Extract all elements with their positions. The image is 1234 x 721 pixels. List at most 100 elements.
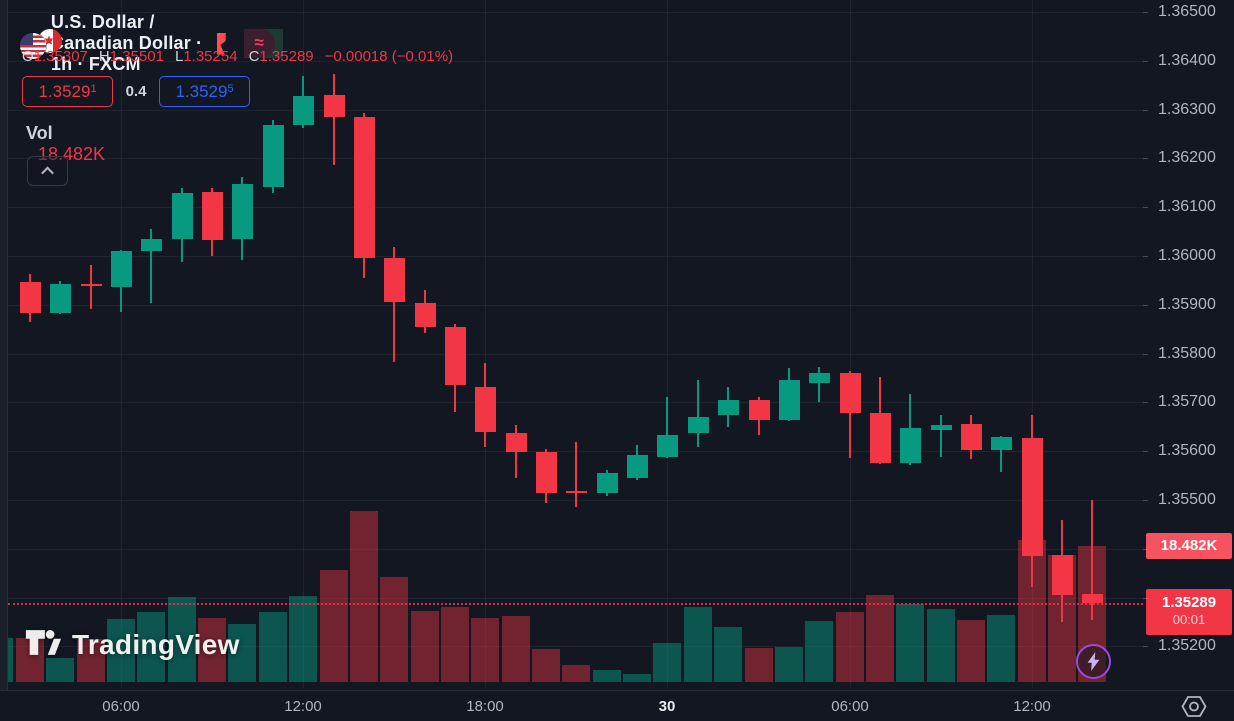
price-axis-label: 1.35200 xyxy=(1158,637,1216,654)
candle-body xyxy=(20,282,41,313)
candle-body xyxy=(991,437,1012,450)
time-gridline xyxy=(303,0,304,688)
volume-bar xyxy=(198,618,226,682)
volume-bar xyxy=(866,595,894,682)
candle-wick xyxy=(697,380,699,447)
instant-trading-button[interactable] xyxy=(1076,644,1111,679)
ask-price-button[interactable]: 1.3529 5 xyxy=(159,76,250,107)
watermark-label: TradingView xyxy=(72,629,240,660)
current-price-dotted-line xyxy=(8,603,1143,605)
price-gridline xyxy=(8,158,1143,159)
price-axis[interactable]: 18.482K 1.35289 00:01 1.36500 1.36400 1.36… xyxy=(1143,0,1234,690)
time-gridline xyxy=(121,0,122,688)
volume-bar xyxy=(623,674,651,682)
delayed-data-indicator[interactable]: ≈ xyxy=(243,29,275,58)
price-gridline xyxy=(8,549,1143,550)
close-value: C1.35289 xyxy=(248,48,314,65)
us-flag-icon xyxy=(20,32,46,59)
candle-body xyxy=(536,452,557,493)
volume-bar xyxy=(653,643,681,682)
price-axis-label: 1.35800 xyxy=(1158,345,1216,362)
price-gridline xyxy=(8,256,1143,257)
price-tick-mark xyxy=(1143,61,1148,62)
volume-bar xyxy=(714,627,742,682)
time-axis-label: 12:00 xyxy=(1013,698,1051,715)
quick-search-hexagon-button[interactable] xyxy=(1180,694,1208,721)
time-axis-label: 18:00 xyxy=(466,698,504,715)
price-tick-mark xyxy=(1143,256,1148,257)
volume-bar xyxy=(77,639,105,682)
candle-body xyxy=(627,455,648,478)
price-gridline xyxy=(8,598,1143,599)
volume-bar xyxy=(168,597,196,682)
collapse-legend-button[interactable] xyxy=(27,156,68,186)
candle-body xyxy=(1082,594,1103,603)
volume-bar xyxy=(411,611,439,682)
volume-bar xyxy=(927,609,955,682)
symbol-title[interactable]: U.S. Dollar / Canadian Dollar · 1h · FXC… xyxy=(50,12,203,74)
candle-body xyxy=(779,380,800,420)
volume-bar xyxy=(805,621,833,682)
price-gridline xyxy=(8,207,1143,208)
usdcad-flags-icon xyxy=(20,28,62,59)
current-price-value: 1.35289 xyxy=(1161,594,1217,611)
price-tick-mark xyxy=(1143,158,1148,159)
candle-body xyxy=(172,193,193,239)
price-axis-label: 1.35700 xyxy=(1158,393,1216,410)
candle-wick xyxy=(393,247,395,362)
price-tick-mark xyxy=(1143,500,1148,501)
price-tick-mark xyxy=(1143,12,1148,13)
candle-wick xyxy=(666,397,668,458)
price-axis-label: 1.36300 xyxy=(1158,101,1216,118)
time-gridline xyxy=(850,0,851,688)
price-axis-label: 1.36000 xyxy=(1158,247,1216,264)
candle-body xyxy=(445,327,466,385)
price-gridline xyxy=(8,354,1143,355)
candle-body xyxy=(870,413,891,463)
market-status-pill[interactable]: ≈ xyxy=(243,29,283,58)
price-axis-label: 1.36100 xyxy=(1158,198,1216,215)
candle-wick xyxy=(333,74,335,165)
candle-body xyxy=(961,424,982,450)
price-gridline xyxy=(8,12,1143,13)
candle-body xyxy=(809,373,830,383)
volume-bar xyxy=(896,604,924,682)
time-gridline xyxy=(485,0,486,688)
candle-wick xyxy=(940,415,942,457)
candle-wick xyxy=(90,265,92,309)
candle-body xyxy=(657,435,678,457)
price-tick-mark xyxy=(1143,207,1148,208)
volume-bar xyxy=(289,596,317,682)
ohlc-values-row: O1.35307 H1.35501 L1.35254 C1.35289 −0.0… xyxy=(22,48,453,65)
price-tick-mark xyxy=(1143,646,1148,647)
candle-wick xyxy=(1091,500,1093,620)
change-value: −0.00018 (−0.01%) xyxy=(324,48,454,65)
tradingview-logo-icon xyxy=(24,628,62,662)
candle-body xyxy=(931,425,952,430)
price-tick-mark xyxy=(1143,110,1148,111)
time-axis-label: 06:00 xyxy=(831,698,869,715)
time-axis-label: 12:00 xyxy=(284,698,322,715)
candle-body xyxy=(506,433,527,452)
candle-body xyxy=(1022,438,1043,556)
bid-price-button[interactable]: 1.3529 1 xyxy=(22,76,113,107)
candle-body xyxy=(749,400,770,420)
candle-body xyxy=(202,192,223,240)
time-gridline xyxy=(667,0,668,688)
volume-bar xyxy=(350,511,378,682)
price-gridline xyxy=(8,402,1143,403)
left-toolbar-edge[interactable] xyxy=(0,0,8,690)
price-tick-mark xyxy=(1143,451,1148,452)
volume-bar xyxy=(775,647,803,682)
candle-body xyxy=(293,96,314,125)
time-gridline xyxy=(1032,0,1033,688)
price-gridline xyxy=(8,646,1143,647)
candle-body xyxy=(475,387,496,432)
volume-bar xyxy=(46,658,74,682)
price-axis-label: 1.35900 xyxy=(1158,296,1216,313)
volume-bar xyxy=(987,615,1015,682)
candle-body xyxy=(324,95,345,117)
time-axis[interactable]: 06:00 12:00 18:00 30 06:00 12:00 xyxy=(0,690,1234,721)
